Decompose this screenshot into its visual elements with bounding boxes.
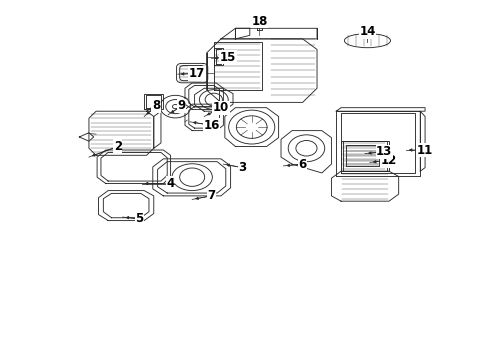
Text: 16: 16 <box>203 119 220 132</box>
Text: 12: 12 <box>381 154 397 167</box>
Text: 14: 14 <box>359 25 376 38</box>
Text: 4: 4 <box>167 177 175 190</box>
Text: 13: 13 <box>376 145 392 158</box>
Text: 8: 8 <box>152 99 160 112</box>
Text: 7: 7 <box>207 189 216 202</box>
Text: 18: 18 <box>251 15 268 28</box>
Text: 5: 5 <box>135 212 144 225</box>
Text: 10: 10 <box>213 101 229 114</box>
Text: 6: 6 <box>298 158 307 171</box>
Text: 15: 15 <box>220 51 236 64</box>
Text: 17: 17 <box>189 67 205 80</box>
Text: 2: 2 <box>114 140 122 153</box>
Text: 9: 9 <box>177 99 186 112</box>
Text: 11: 11 <box>417 144 433 157</box>
Text: 3: 3 <box>239 161 246 174</box>
